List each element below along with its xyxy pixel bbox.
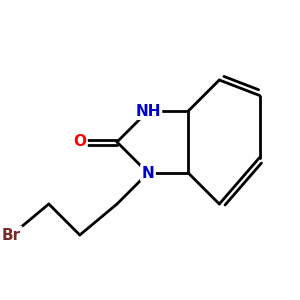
Text: O: O [73,134,86,149]
Text: NH: NH [135,103,161,118]
Text: O: O [73,134,86,149]
Text: N: N [142,166,154,181]
Text: Br: Br [2,227,21,242]
Text: N: N [142,166,154,181]
Text: NH: NH [135,103,161,118]
Text: Br: Br [2,227,21,242]
